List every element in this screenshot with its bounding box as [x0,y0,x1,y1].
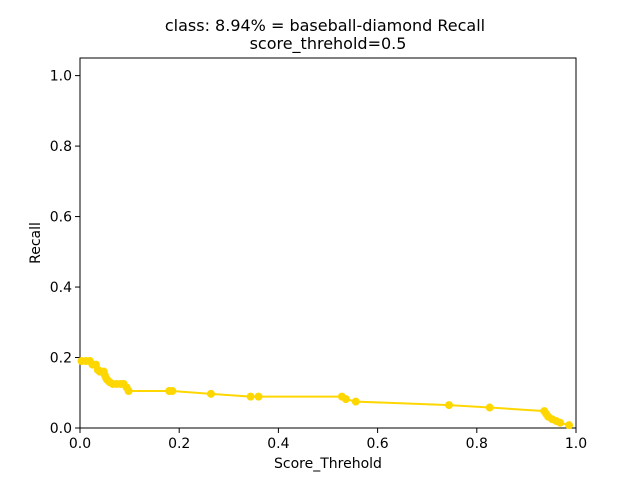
chart-title: class: 8.94% = baseball-diamond Recall [165,16,485,35]
y-axis-label: Recall [28,222,44,264]
data-point [206,389,215,398]
y-tick-label: 0.6 [50,210,72,226]
data-point [341,395,350,404]
data-point [485,403,494,412]
x-tick-label: 0.0 [69,436,91,452]
y-tick-label: 1.0 [50,69,72,85]
data-point [565,421,574,430]
plot-area [79,57,577,429]
y-tick-label: 0.4 [50,280,72,296]
x-tick-label: 0.8 [466,436,488,452]
series-line [81,360,570,427]
data-point [556,418,565,427]
x-axis: 0.0 0.2 0.4 0.6 0.8 1.0 [69,428,587,452]
data-point [445,401,454,410]
y-axis: 0.0 0.2 0.4 0.6 0.8 1.0 [50,69,80,437]
x-tick-label: 0.4 [267,436,289,452]
data-point [168,387,177,395]
data-point [246,392,255,401]
x-tick-label: 1.0 [565,436,587,452]
series-layer [77,357,574,430]
y-tick-label: 0.0 [50,421,72,437]
x-axis-label: Score_Threhold [274,456,382,472]
data-point [254,392,263,401]
x-tick-label: 0.6 [366,436,388,452]
x-tick-label: 0.2 [168,436,190,452]
y-tick-label: 0.2 [50,351,72,367]
plot-frame [79,57,577,429]
chart-subtitle: score_threhold=0.5 [250,34,407,54]
y-tick-label: 0.8 [50,139,72,155]
data-point [351,397,360,406]
data-point [124,387,133,395]
